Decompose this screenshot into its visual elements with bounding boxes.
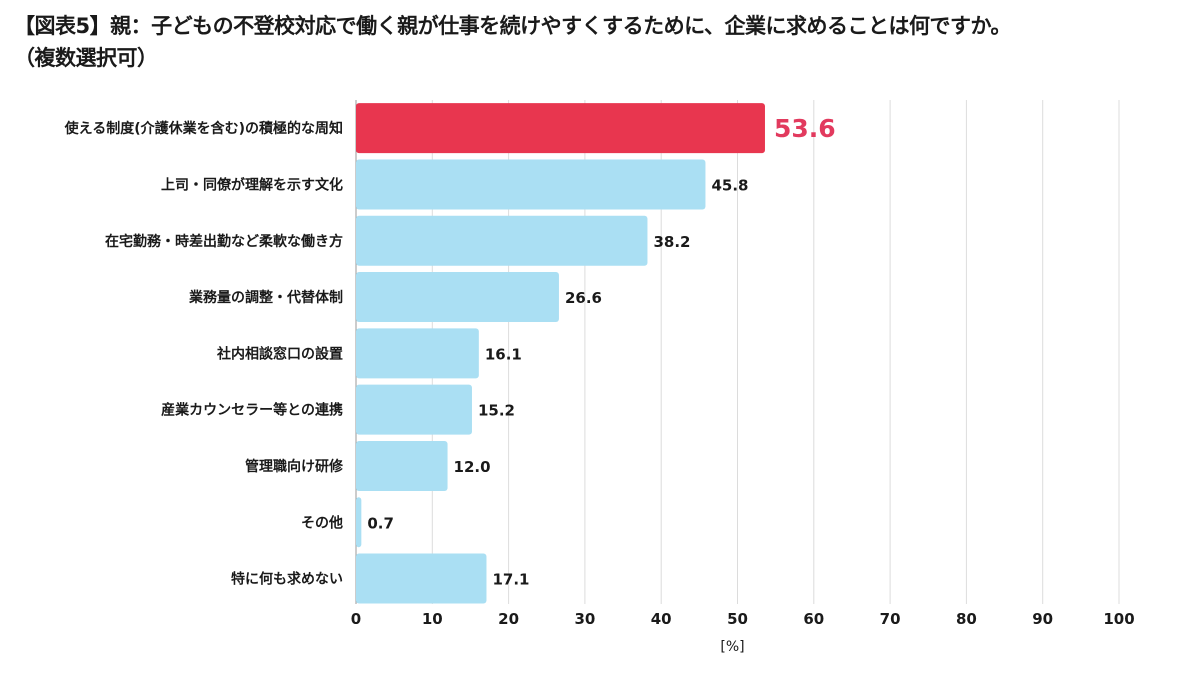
value-label: 26.6 [565, 289, 602, 307]
x-tick-label: 20 [498, 610, 519, 628]
category-label: 使える制度(介護休業を含む)の積極的な周知 [64, 120, 343, 137]
category-label: その他 [301, 514, 343, 531]
bar [356, 272, 559, 323]
chart-title-block: 【図表5】親：子どもの不登校対応で働く親が仕事を続けやすくするために、企業に求め… [14, 10, 1186, 74]
bar [356, 553, 487, 604]
chart-title: 【図表5】親：子どもの不登校対応で働く親が仕事を続けやすくするために、企業に求め… [14, 14, 1012, 38]
value-label: 45.8 [711, 176, 748, 194]
bar [356, 384, 472, 435]
bar [356, 497, 362, 548]
category-label: 管理職向け研修 [245, 458, 344, 475]
value-label: 38.2 [653, 233, 690, 251]
x-tick-label: 0 [351, 610, 361, 628]
value-label: 15.2 [478, 402, 515, 420]
value-label: 12.0 [454, 458, 491, 476]
chart-subtitle: （複数選択可） [14, 46, 158, 70]
category-label: 上司・同僚が理解を示す文化 [161, 176, 343, 193]
category-label: 特に何も求めない [231, 571, 343, 588]
bar [356, 215, 648, 266]
x-tick-label: 90 [1032, 610, 1053, 628]
value-label: 17.1 [492, 571, 529, 589]
bar [356, 440, 448, 491]
x-tick-label: 10 [422, 610, 443, 628]
value-label: 0.7 [367, 514, 394, 532]
bar [356, 159, 706, 210]
category-label: 業務量の調整・代替体制 [188, 289, 343, 306]
category-label: 産業カウンセラー等との連携 [161, 402, 343, 419]
bar [356, 103, 765, 154]
x-tick-label: 80 [956, 610, 977, 628]
x-tick-label: 30 [574, 610, 595, 628]
value-label: 53.6 [774, 114, 836, 143]
category-label: 社内相談窓口の設置 [216, 345, 343, 362]
value-label: 16.1 [485, 345, 522, 363]
x-tick-label: 50 [727, 610, 748, 628]
x-tick-label: 100 [1103, 610, 1134, 628]
x-tick-label: 40 [651, 610, 672, 628]
bar [356, 328, 479, 379]
x-tick-label: 70 [880, 610, 901, 628]
x-axis-label: [%] [720, 639, 744, 655]
category-label: 在宅勤務・時差出勤など柔軟な働き方 [105, 233, 343, 250]
x-tick-label: 60 [803, 610, 824, 628]
